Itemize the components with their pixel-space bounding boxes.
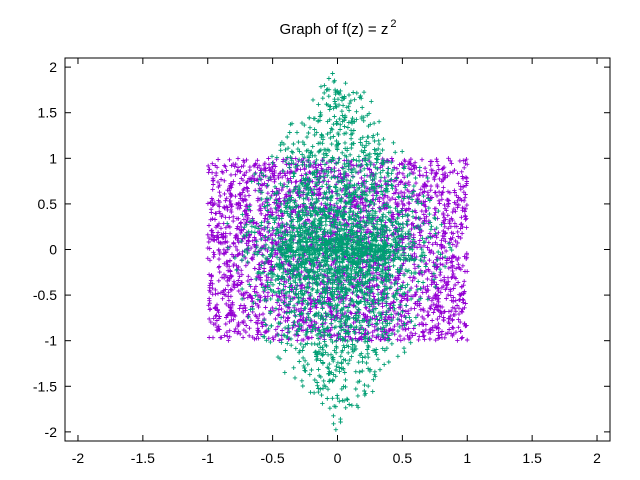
x-tick-label: 1.5 xyxy=(522,450,542,466)
x-tick-label: -1.5 xyxy=(131,450,155,466)
x-tick-label: 0.5 xyxy=(393,450,413,466)
x-tick-label: 2 xyxy=(593,450,601,466)
y-tick-label: -2 xyxy=(45,424,58,440)
y-axis-ticks: -2 -1.5 -1 -0.5 0 0.5 1 1.5 2 xyxy=(33,59,610,440)
y-tick-label: 1 xyxy=(49,150,57,166)
y-tick-label: -1.5 xyxy=(33,378,57,394)
y-tick-label: 0.5 xyxy=(38,196,58,212)
x-tick-label: 1 xyxy=(463,450,471,466)
plot-points xyxy=(205,71,470,432)
x-axis-ticks: -2 -1.5 -1 -0.5 0 0.5 1 1.5 2 xyxy=(72,58,601,466)
y-tick-label: 2 xyxy=(49,59,57,75)
x-tick-label: -2 xyxy=(72,450,85,466)
y-tick-label: 1.5 xyxy=(38,105,58,121)
y-tick-label: 0 xyxy=(49,242,57,258)
chart-title-superscript: 2 xyxy=(390,18,396,30)
y-tick-label: -0.5 xyxy=(33,287,57,303)
series-squared-points xyxy=(225,71,454,432)
x-tick-label: -0.5 xyxy=(261,450,285,466)
y-tick-label: -1 xyxy=(45,333,58,349)
chart-title-main: Graph of f(z) = z xyxy=(280,21,389,38)
x-tick-label: 0 xyxy=(334,450,342,466)
x-tick-label: -1 xyxy=(202,450,215,466)
